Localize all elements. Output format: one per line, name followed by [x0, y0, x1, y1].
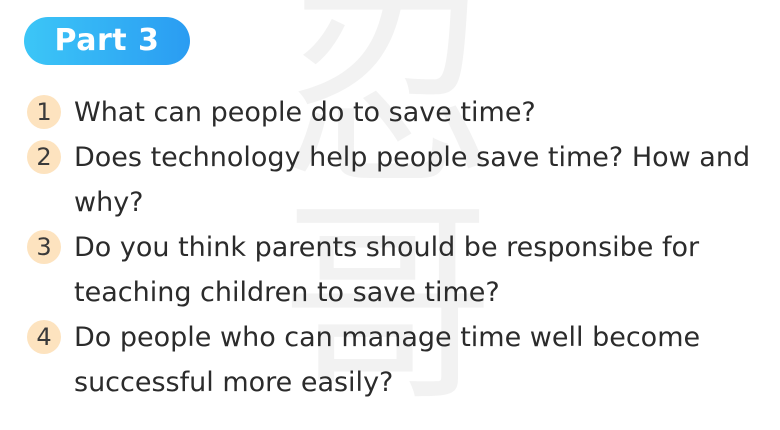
question-number-badge: 4	[27, 320, 61, 354]
question-item: 3 Do you think parents should be respons…	[0, 225, 780, 315]
question-number-badge: 2	[27, 140, 61, 174]
question-text: What can people do to save time?	[74, 97, 536, 128]
question-item: 1 What can people do to save time?	[0, 90, 780, 135]
question-list: 1 What can people do to save time? 2 Doe…	[0, 90, 780, 405]
question-item: 2 Does technology help people save time?…	[0, 135, 780, 225]
question-text: Do you think parents should be responsib…	[74, 232, 700, 308]
question-text: Do people who can manage time well becom…	[74, 322, 701, 398]
question-text: Does technology help people save time? H…	[74, 142, 751, 218]
part-badge: Part 3	[24, 17, 190, 65]
question-item: 4 Do people who can manage time well bec…	[0, 315, 780, 405]
question-number-badge: 1	[27, 95, 61, 129]
question-number-badge: 3	[27, 230, 61, 264]
